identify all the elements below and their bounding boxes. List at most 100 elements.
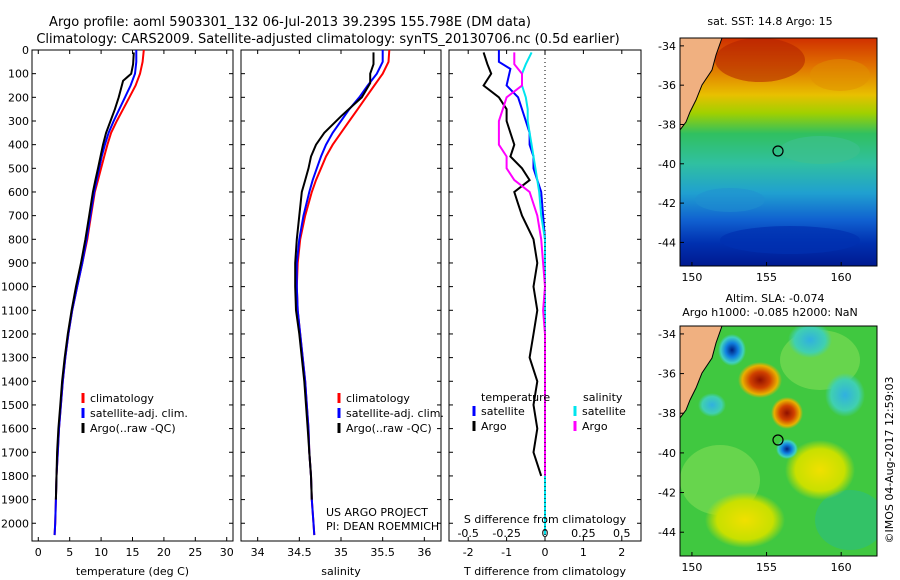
depth-tick-label: 300 xyxy=(8,115,29,128)
difference-xtick-label: -1 xyxy=(501,546,512,559)
depth-tick-label: 1600 xyxy=(1,423,29,436)
sst_map-ytick-label: -34 xyxy=(658,40,676,53)
legend-label: satellite-adj. clim. xyxy=(346,407,444,420)
sla_map-ytick-label: -36 xyxy=(658,368,676,381)
sst_map-ytick-label: -40 xyxy=(658,158,676,171)
salinity-xlabel: salinity xyxy=(321,565,361,578)
sla_map-xtick-label: 160 xyxy=(831,561,852,574)
sla-eddy-cyan xyxy=(698,393,726,417)
difference-series-t-satellite xyxy=(497,50,546,334)
legend-label: climatology xyxy=(90,392,154,405)
temperature-xtick-label: 30 xyxy=(220,546,234,559)
legend-label: Argo(..raw -QC) xyxy=(90,422,176,435)
depth-tick-label: 900 xyxy=(8,257,29,270)
sla-map-title-line1: Altim. SLA: -0.074 xyxy=(725,292,824,305)
s-diff-tick-label: 0.5 xyxy=(613,527,631,540)
depth-tick-label: 1200 xyxy=(1,328,29,341)
sla-field-patch xyxy=(815,490,877,550)
depth-tick-label: 0 xyxy=(22,44,29,57)
project-line1: US ARGO PROJECT xyxy=(326,506,428,519)
difference-xtick-label: 1 xyxy=(580,546,587,559)
temperature-series-satellite xyxy=(53,50,138,536)
depth-tick-label: 1900 xyxy=(1,494,29,507)
sla_map-ytick-label: -44 xyxy=(658,526,676,539)
s-diff-tick-label: 0 xyxy=(542,527,549,540)
salinity-xtick-label: 35.5 xyxy=(370,546,395,559)
sla-map: Altim. SLA: -0.074 Argo h1000: -0.085 h2… xyxy=(658,292,878,574)
temperature-series-argo xyxy=(54,52,135,500)
depth-tick-label: 1300 xyxy=(1,352,29,365)
temperature-xtick-label: 5 xyxy=(66,546,73,559)
salinity-series-argo xyxy=(294,52,375,500)
credit-stamp: ©IMOS 04-Aug-2017 12:59:03 xyxy=(883,377,896,544)
depth-tick-label: 600 xyxy=(8,186,29,199)
sst_map-xtick-label: 160 xyxy=(831,271,852,284)
sst-map-ticks: 150 155 160 -34 -36 -38 -40 -42 -44 xyxy=(658,40,852,284)
temperature-xlabel: temperature (deg C) xyxy=(76,565,189,578)
temperature-plot-frame xyxy=(31,49,234,542)
depth-tick-label: 1100 xyxy=(1,304,29,317)
sst-cool-patch xyxy=(780,136,860,164)
s-diff-tick-label: -0.25 xyxy=(492,527,520,540)
sla-map-ticks: 150 155 160 -34 -36 -38 -40 -42 -44 xyxy=(658,328,852,574)
s-diff-axis-label: S difference from climatology xyxy=(464,513,627,526)
depth-tick-label: 1400 xyxy=(1,375,29,388)
salinity-plot-frame xyxy=(240,49,442,542)
depth-tick-label: 1800 xyxy=(1,470,29,483)
sla-eddy-blue xyxy=(718,334,746,366)
difference-series-s-satellite xyxy=(521,51,546,536)
sst-argo-marker xyxy=(772,145,784,157)
legend-label: Argo(..raw -QC) xyxy=(346,422,432,435)
difference-xtick-label: 0 xyxy=(542,546,549,559)
salinity-xtick-label: 36 xyxy=(417,546,431,559)
legend-label: satellite-adj. clim. xyxy=(90,407,188,420)
figure-title-line1: Argo profile: aoml 5903301_132 06-Jul-20… xyxy=(49,15,531,30)
salinity-panel: 34 34.5 35 35.5 36 salinity climatology satelli… xyxy=(240,49,444,578)
salinity-xtick-label: 35 xyxy=(334,546,348,559)
sst-land xyxy=(680,38,722,130)
salinity-xtick-label: 34.5 xyxy=(287,546,312,559)
sst_map-ytick-label: -44 xyxy=(658,236,676,249)
sla-eddy-red xyxy=(771,397,803,429)
temperature-xtick-label: 15 xyxy=(126,546,140,559)
depth-tick-label: 1000 xyxy=(1,281,29,294)
difference-xtick-label: 2 xyxy=(618,546,625,559)
sst-cold-patch xyxy=(720,226,860,254)
difference-xlabel: T difference from climatology xyxy=(463,565,626,578)
sla-map-title-line2: Argo h1000: -0.085 h2000: NaN xyxy=(682,306,858,319)
sla_map-xtick-label: 155 xyxy=(756,561,777,574)
sla_map-ytick-label: -34 xyxy=(658,328,676,341)
project-line2: PI: DEAN ROEMMICH xyxy=(326,520,439,533)
temperature-xtick-label: 20 xyxy=(157,546,171,559)
depth-tick-label: 100 xyxy=(8,68,29,81)
s-diff-tick-label: -0.5 xyxy=(457,527,478,540)
sla-land xyxy=(680,326,722,418)
sla-eddy-blue xyxy=(776,439,798,459)
sst-coastline xyxy=(680,38,723,131)
sst-warm-patch xyxy=(715,38,805,82)
difference-panel: -2 -1 0 1 2 T difference from climatology -0.5… xyxy=(448,49,642,578)
legend-label: satellite xyxy=(582,405,626,418)
depth-tick-label: 400 xyxy=(8,139,29,152)
sst_map-xtick-label: 150 xyxy=(681,271,702,284)
sla-eddy-yellow xyxy=(705,492,785,548)
legend-label: Argo xyxy=(481,420,507,433)
depth-tick-label: 2000 xyxy=(1,517,29,530)
sla-eddy-cyan xyxy=(825,373,865,417)
sst_map-xtick-label: 155 xyxy=(756,271,777,284)
temperature-series-climatology xyxy=(53,49,145,536)
depth-tick-label: 200 xyxy=(8,91,29,104)
sst-warm-patch xyxy=(810,59,870,91)
sst_map-ytick-label: -36 xyxy=(658,79,676,92)
sla_map-ytick-label: -40 xyxy=(658,447,676,460)
sst_map-ytick-label: -38 xyxy=(658,118,676,131)
depth-tick-label: 1700 xyxy=(1,446,29,459)
depth-tick-label: 500 xyxy=(8,162,29,175)
salinity-xtick-label: 34 xyxy=(251,546,265,559)
temperature-xtick-label: 0 xyxy=(35,546,42,559)
sla_map-ytick-label: -42 xyxy=(658,487,676,500)
sla-coastline xyxy=(680,326,723,419)
depth-tick-label: 800 xyxy=(8,233,29,246)
sla-eddy-yellow xyxy=(785,440,855,500)
